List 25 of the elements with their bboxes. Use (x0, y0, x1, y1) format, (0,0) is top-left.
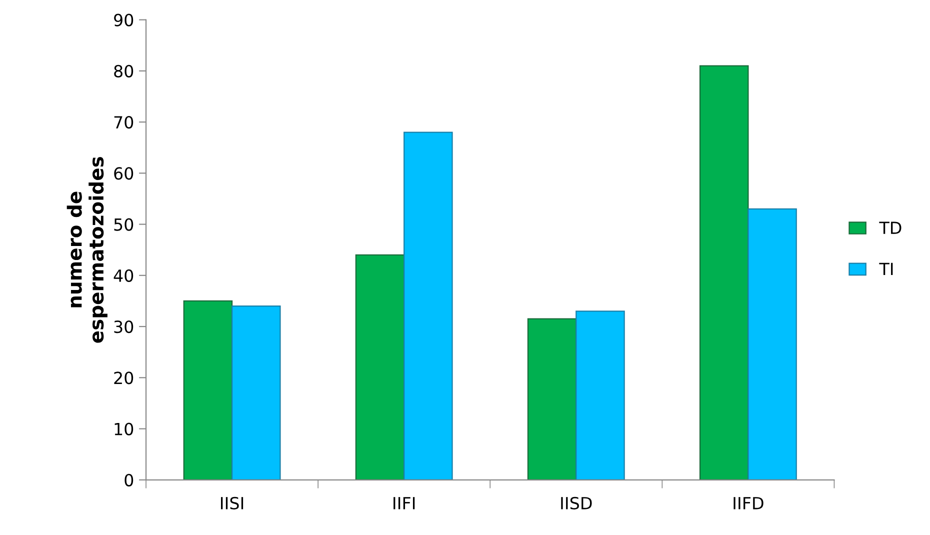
y-tick-label: 0 (124, 474, 134, 486)
y-tick-label: 60 (114, 167, 134, 180)
bar (576, 310, 625, 480)
bar (699, 65, 749, 480)
y-tick-label: 70 (114, 116, 134, 129)
x-tick-label: IIFD (734, 497, 764, 510)
legend-label: TI (879, 262, 893, 276)
bar (527, 318, 577, 480)
bar (404, 132, 453, 480)
y-tick-label: 20 (114, 372, 134, 384)
legend-label: TD (879, 222, 902, 234)
y-tick-label: 80 (114, 64, 134, 78)
y-tick-label: 90 (114, 14, 134, 26)
y-tick-label: 10 (114, 422, 134, 436)
y-tick-label: 50 (114, 218, 134, 231)
y-axis-title: numero de espermatozoides (66, 157, 108, 343)
x-tick-label: IISI (221, 496, 244, 510)
y-tick-label: 40 (114, 269, 134, 282)
bar (355, 254, 405, 480)
x-tick-label: IISD (561, 496, 592, 510)
x-tick-label: IIFI (394, 497, 415, 510)
bar (183, 300, 233, 480)
bar (231, 306, 281, 480)
y-tick-label: 30 (114, 320, 134, 334)
bar (748, 208, 797, 480)
